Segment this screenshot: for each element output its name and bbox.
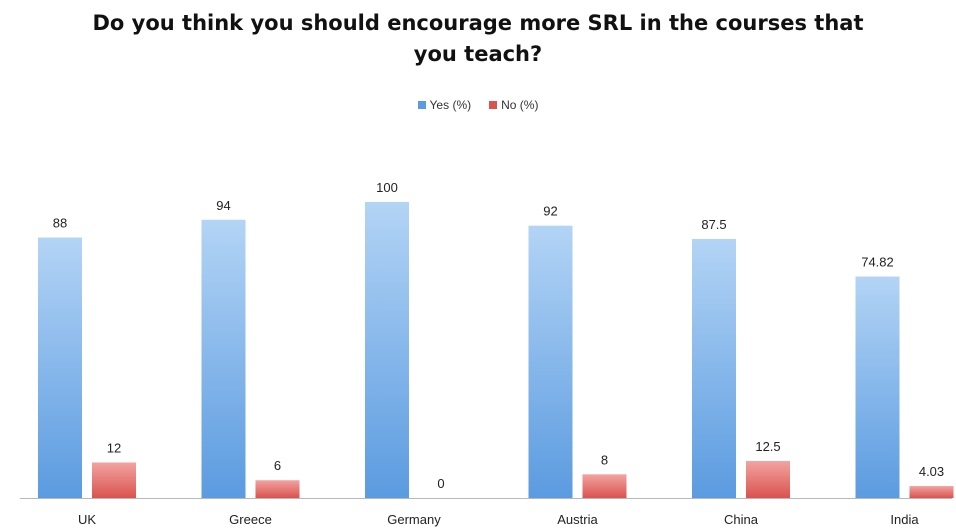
data-label-no-india: 4.03 bbox=[919, 464, 944, 479]
legend-entry-yes: Yes (%) bbox=[417, 98, 472, 112]
data-label-yes-greece: 94 bbox=[216, 198, 230, 213]
labels-group: 88 12 UK 94 6 Greece 100 0 Germany 92 8 Austria 87.5… bbox=[53, 180, 944, 527]
bar-yes-uk bbox=[38, 237, 82, 498]
data-label-yes-austria: 92 bbox=[543, 204, 557, 219]
bar-yes-germany bbox=[365, 202, 409, 498]
x-tick-label-china: China bbox=[724, 512, 759, 527]
data-label-yes-germany: 100 bbox=[376, 180, 398, 195]
legend-label-no: No (%) bbox=[501, 98, 539, 112]
data-label-yes-uk: 88 bbox=[53, 216, 67, 231]
data-label-no-austria: 8 bbox=[601, 452, 608, 467]
legend-swatch-yes bbox=[417, 101, 426, 109]
legend: Yes (%) No (%) bbox=[0, 98, 956, 112]
x-tick-label-germany: Germany bbox=[387, 512, 441, 527]
legend-entry-no: No (%) bbox=[489, 98, 538, 112]
x-tick-label-india: India bbox=[890, 512, 919, 527]
bar-yes-india bbox=[855, 276, 900, 498]
x-tick-label-austria: Austria bbox=[557, 512, 598, 527]
bar-no-uk bbox=[92, 462, 136, 498]
data-label-no-greece: 6 bbox=[274, 458, 281, 473]
bar-no-austria bbox=[582, 474, 627, 498]
legend-label-yes: Yes (%) bbox=[429, 98, 472, 112]
bar-yes-austria bbox=[528, 225, 573, 498]
bar-no-china bbox=[746, 461, 790, 498]
data-label-no-germany: 0 bbox=[437, 476, 444, 491]
data-label-yes-india: 74.82 bbox=[861, 255, 894, 270]
bar-no-india bbox=[909, 486, 954, 498]
x-tick-label-greece: Greece bbox=[229, 512, 272, 527]
bars-group bbox=[38, 202, 954, 498]
legend-swatch-no bbox=[489, 101, 498, 109]
chart-title: Do you think you should encourage more S… bbox=[92, 11, 864, 66]
bar-yes-greece bbox=[201, 219, 246, 498]
bar-yes-china bbox=[692, 239, 736, 498]
bar-no-greece bbox=[255, 480, 300, 498]
data-label-no-china: 12.5 bbox=[755, 439, 780, 454]
data-label-yes-china: 87.5 bbox=[701, 217, 726, 232]
x-tick-label-uk: UK bbox=[78, 512, 96, 527]
data-label-no-uk: 12 bbox=[107, 440, 121, 455]
